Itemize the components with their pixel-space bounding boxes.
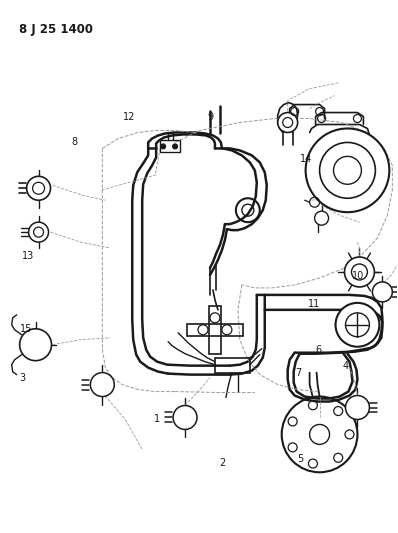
Circle shape — [29, 222, 49, 242]
Text: 8: 8 — [71, 136, 77, 147]
Circle shape — [173, 144, 178, 149]
Circle shape — [27, 176, 51, 200]
Bar — [215, 358, 250, 373]
Text: 12: 12 — [123, 112, 136, 122]
Text: 2: 2 — [220, 458, 226, 468]
Bar — [187, 324, 243, 336]
Text: 10: 10 — [351, 271, 364, 281]
Text: 8 J 25 1400: 8 J 25 1400 — [19, 23, 93, 36]
Circle shape — [173, 406, 197, 430]
Text: 6: 6 — [315, 345, 321, 356]
Bar — [209, 306, 221, 354]
Circle shape — [314, 211, 328, 225]
Text: 7: 7 — [295, 368, 301, 378]
Text: 3: 3 — [20, 373, 25, 383]
Circle shape — [345, 257, 375, 287]
Circle shape — [90, 373, 114, 397]
Circle shape — [334, 156, 361, 184]
Text: 11: 11 — [308, 298, 320, 309]
Circle shape — [161, 144, 166, 149]
Circle shape — [373, 282, 392, 302]
Text: 5: 5 — [297, 454, 303, 464]
Circle shape — [20, 329, 51, 361]
Text: 13: 13 — [21, 251, 34, 261]
Bar — [160, 140, 180, 152]
Text: 4: 4 — [343, 361, 349, 372]
Text: 1: 1 — [154, 415, 160, 424]
Text: 9: 9 — [208, 112, 214, 122]
Text: 14: 14 — [300, 154, 312, 164]
Circle shape — [345, 395, 369, 419]
Text: 15: 15 — [20, 324, 33, 334]
Circle shape — [278, 112, 298, 133]
Circle shape — [306, 128, 389, 212]
Circle shape — [336, 303, 379, 347]
